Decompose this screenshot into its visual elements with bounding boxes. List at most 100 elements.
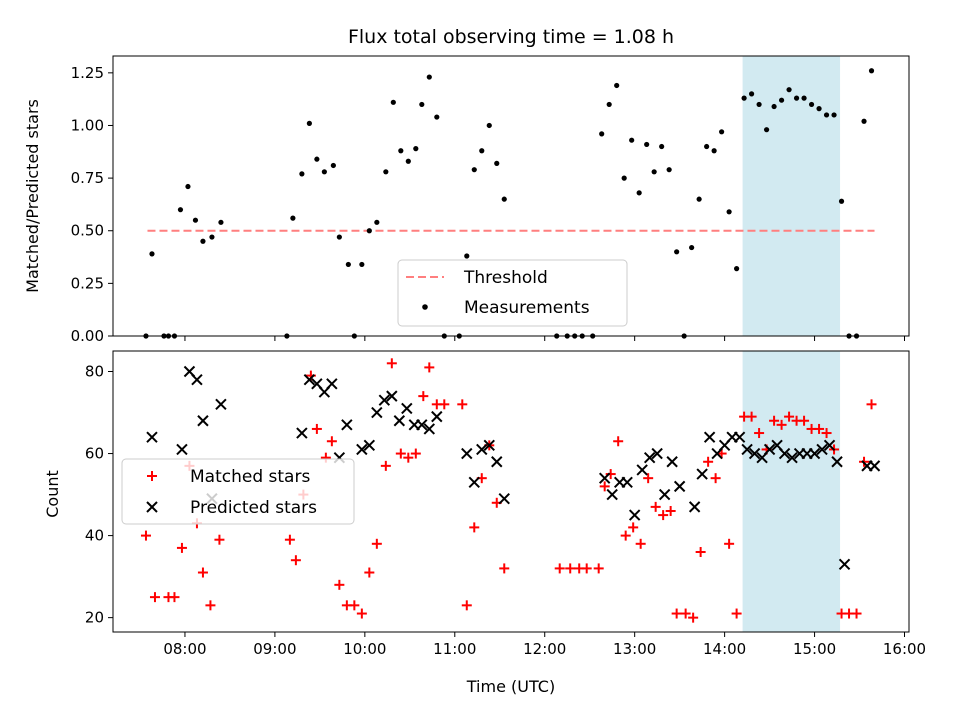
matched-stars-point (754, 428, 765, 439)
predicted-stars-point (296, 427, 308, 439)
predicted-stars-point (371, 406, 383, 419)
measurement-point (793, 95, 800, 101)
measurement-point (209, 234, 215, 240)
measurement-point (336, 234, 342, 240)
matched-legend-swatch (147, 471, 157, 481)
matched-stars-point (799, 415, 810, 426)
predicted-legend-swatch (146, 501, 158, 513)
measurement-point (696, 196, 702, 202)
predicted-stars-point (498, 492, 510, 505)
matched-stars-point (499, 563, 510, 574)
measurement-point (674, 249, 680, 255)
matched-stars-point (356, 608, 367, 619)
measurement-point (748, 91, 755, 97)
measurement-point (398, 148, 404, 154)
predicted-stars-point (673, 480, 686, 493)
measurement-point (413, 146, 419, 152)
measurement-point (419, 101, 425, 108)
predicted-stars-point (868, 460, 881, 472)
matched-stars-point (284, 534, 295, 545)
predicted-stars-point (666, 456, 678, 468)
measurement-point (629, 137, 635, 143)
matched-stars-point (364, 567, 375, 578)
predicted-stars-point (658, 488, 671, 501)
matched-stars-point (140, 530, 151, 541)
measurement-point (501, 196, 507, 202)
predicted-stars-point (748, 447, 761, 460)
measurement-point (434, 114, 440, 120)
top-series-0 (143, 68, 875, 339)
measurement-point (177, 207, 184, 213)
measurement-point (644, 141, 650, 148)
predicted-stars-point (823, 439, 836, 452)
measurement-point (314, 156, 320, 162)
bottom-x-tick-label: 11:00 (433, 640, 476, 658)
matched-stars-point (665, 505, 676, 516)
matched-stars-point (650, 501, 661, 512)
predicted-stars-point (363, 439, 376, 452)
bottom-axes-frame (112, 350, 910, 633)
top-highlight-span (742, 56, 841, 336)
predicted-stars-point (786, 451, 798, 464)
bottom-x-tick-label: 09:00 (253, 640, 296, 658)
matched-stars-point (439, 399, 450, 410)
measurement-point (200, 238, 206, 244)
matched-stars-point (866, 399, 877, 410)
predicted-stars-point (341, 419, 353, 431)
predicted-stars-point (483, 439, 495, 452)
bottom-y-tick-label: 40 (85, 527, 104, 545)
measurement-point (192, 217, 199, 223)
matched-stars-point (851, 608, 862, 619)
predicted-stars-point (393, 415, 406, 427)
matched-stars-point (371, 538, 382, 549)
measurement-point (704, 143, 710, 150)
predicted-stars-point (176, 443, 188, 456)
measurement-point (801, 95, 807, 101)
predicted-stars-point (356, 443, 368, 456)
measurement-point (390, 99, 396, 105)
predicted-stars-point (733, 431, 746, 443)
predicted-stars-point (215, 398, 227, 411)
measurement-point (345, 261, 351, 268)
predicted-stars-point (621, 476, 633, 488)
bottom-panel-counts: 20 40 60 80 08:00 09:00 10:00 11:00 12:00 13:00 14… (85, 350, 926, 658)
top-axes-frame (112, 55, 910, 337)
measurement-point (149, 251, 155, 257)
matched-stars-point (710, 473, 721, 484)
matched-stars-point (424, 362, 435, 373)
measurement-point (816, 106, 822, 112)
matched-stars-point (593, 563, 604, 574)
measurement-point (614, 82, 620, 89)
measurement-point (464, 253, 470, 259)
matched-stars-point (403, 452, 414, 463)
predicted-stars-point (763, 443, 776, 456)
bottom-series-1 (146, 365, 881, 571)
matched-stars-point (380, 460, 391, 471)
predicted-stars-point (643, 451, 656, 464)
top-y-axis-label: Matched/Predicted stars (23, 99, 42, 293)
top-legend-box (397, 259, 628, 327)
matched-stars-point (746, 411, 757, 422)
measurement-point (359, 261, 365, 268)
predicted-stars-point (431, 410, 443, 423)
measurement-point (726, 209, 732, 215)
matched-stars-point (635, 538, 646, 549)
matched-stars-point (326, 436, 337, 447)
matched-stars-point (821, 428, 832, 439)
predicted-stars-point (303, 374, 316, 386)
matched-stars-point (643, 473, 654, 484)
measurement-point (711, 148, 717, 154)
top-legend: Threshold Measurements (397, 259, 628, 327)
bottom-y-tick-label: 20 (85, 609, 104, 627)
measurement-point (756, 101, 762, 108)
matched-stars-point (386, 358, 397, 369)
measurement-point (405, 158, 411, 164)
bottom-x-tick-label: 10:00 (343, 640, 386, 658)
top-y-tick-label: 1.25 (71, 64, 104, 82)
measurement-point (621, 175, 627, 181)
matched-stars-point (311, 423, 322, 434)
predicted-stars-point (468, 476, 480, 488)
measurement-point (808, 101, 815, 108)
measurement-point (636, 190, 642, 196)
predicted-stars-point (191, 374, 203, 386)
